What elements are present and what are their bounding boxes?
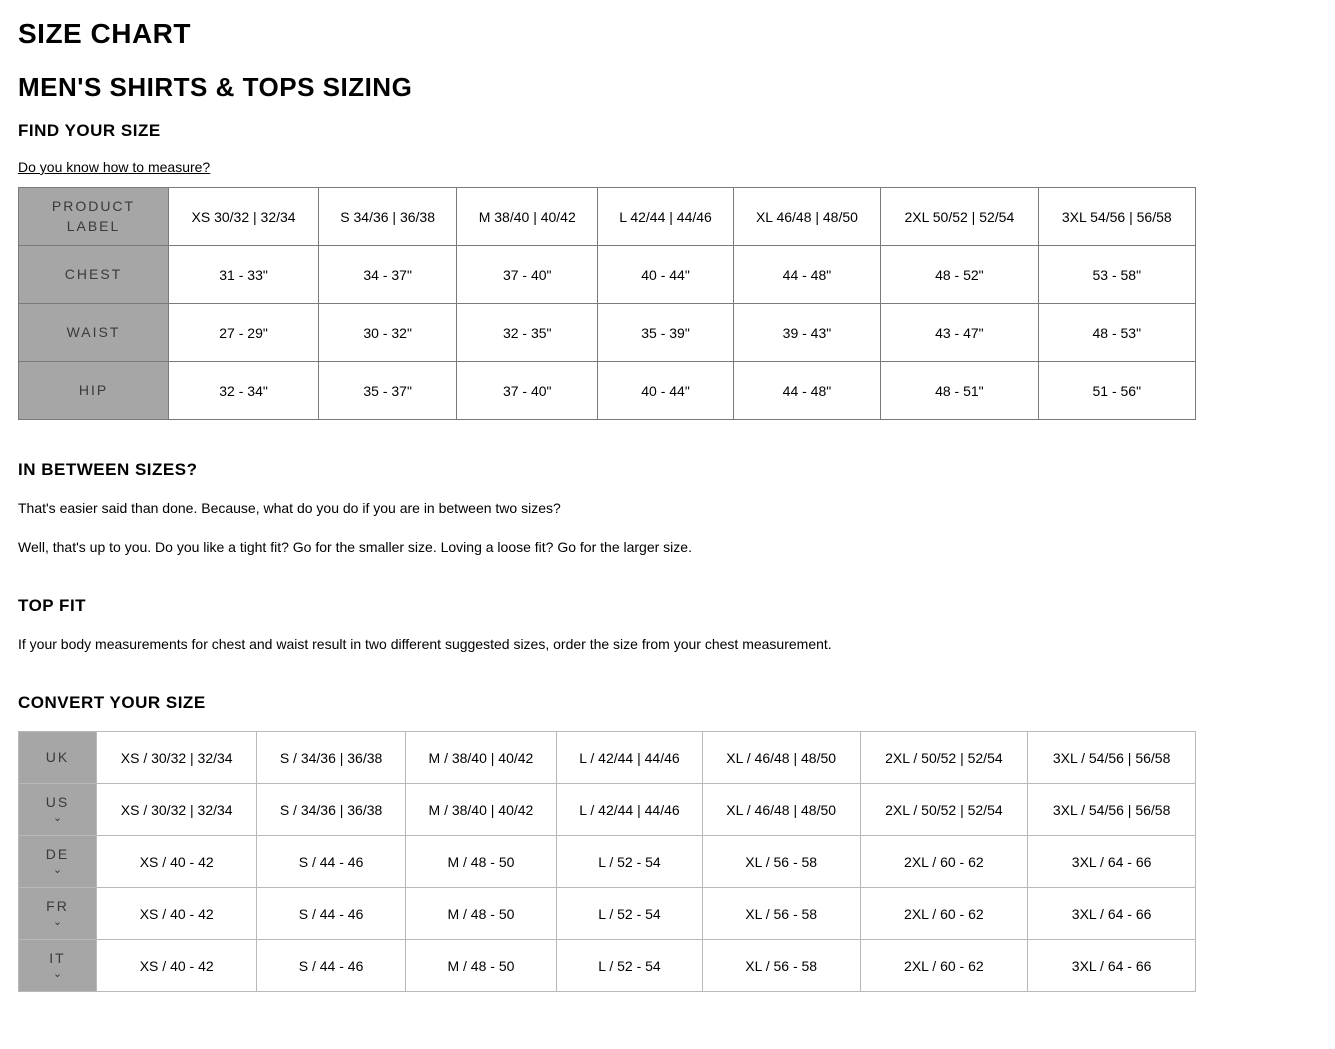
table-cell: XS / 30/32 | 32/34 [97, 732, 257, 784]
in-between-text-2: Well, that's up to you. Do you like a ti… [18, 537, 1317, 558]
sizing-table: PRODUCTLABELXS 30/32 | 32/34S 34/36 | 36… [18, 187, 1196, 420]
chevron-down-icon: ⌄ [25, 812, 90, 825]
table-cell: XS / 40 - 42 [97, 940, 257, 992]
in-between-text-1: That's easier said than done. Because, w… [18, 498, 1317, 519]
table-cell: L / 52 - 54 [557, 940, 703, 992]
table-cell: L / 42/44 | 44/46 [557, 732, 703, 784]
country-label[interactable]: IT⌄ [19, 940, 97, 992]
table-cell: 2XL / 60 - 62 [860, 836, 1028, 888]
table-cell: S / 34/36 | 36/38 [257, 784, 405, 836]
table-cell: XS / 40 - 42 [97, 888, 257, 940]
table-cell: 48 - 53" [1038, 304, 1195, 362]
section-top-fit: TOP FIT [18, 596, 1317, 616]
top-fit-text: If your body measurements for chest and … [18, 634, 1317, 655]
table-cell: 2XL / 50/52 | 52/54 [860, 732, 1028, 784]
table-cell: 30 - 32" [319, 304, 457, 362]
table-row: PRODUCTLABELXS 30/32 | 32/34S 34/36 | 36… [19, 188, 1196, 246]
table-cell: 32 - 34" [169, 362, 319, 420]
chevron-down-icon: ⌄ [25, 968, 90, 981]
table-row: WAIST27 - 29"30 - 32"32 - 35"35 - 39"39 … [19, 304, 1196, 362]
table-cell: S 34/36 | 36/38 [319, 188, 457, 246]
table-cell: L / 52 - 54 [557, 836, 703, 888]
country-label[interactable]: US⌄ [19, 784, 97, 836]
row-label: HIP [19, 362, 169, 420]
table-cell: L / 42/44 | 44/46 [557, 784, 703, 836]
table-cell: M / 38/40 | 40/42 [405, 732, 556, 784]
table-cell: 3XL / 64 - 66 [1028, 888, 1196, 940]
table-cell: 2XL / 50/52 | 52/54 [860, 784, 1028, 836]
table-cell: 3XL 54/56 | 56/58 [1038, 188, 1195, 246]
table-cell: 44 - 48" [733, 362, 880, 420]
row-label: PRODUCTLABEL [19, 188, 169, 246]
table-cell: L 42/44 | 44/46 [598, 188, 733, 246]
country-label[interactable]: FR⌄ [19, 888, 97, 940]
table-cell: 2XL 50/52 | 52/54 [881, 188, 1038, 246]
table-cell: M / 38/40 | 40/42 [405, 784, 556, 836]
category-title: MEN'S SHIRTS & TOPS SIZING [18, 72, 1317, 103]
table-cell: XL / 56 - 58 [702, 836, 860, 888]
section-in-between: IN BETWEEN SIZES? [18, 460, 1317, 480]
table-cell: 37 - 40" [457, 362, 598, 420]
table-cell: 44 - 48" [733, 246, 880, 304]
table-cell: 32 - 35" [457, 304, 598, 362]
table-cell: 3XL / 64 - 66 [1028, 836, 1196, 888]
table-cell: 27 - 29" [169, 304, 319, 362]
table-cell: 3XL / 54/56 | 56/58 [1028, 732, 1196, 784]
section-convert: CONVERT YOUR SIZE [18, 693, 1317, 713]
how-to-measure-link[interactable]: Do you know how to measure? [18, 159, 210, 175]
table-cell: 2XL / 60 - 62 [860, 940, 1028, 992]
table-cell: 3XL / 64 - 66 [1028, 940, 1196, 992]
table-row: US⌄XS / 30/32 | 32/34S / 34/36 | 36/38M … [19, 784, 1196, 836]
page-title: SIZE CHART [18, 18, 1317, 50]
table-cell: 40 - 44" [598, 362, 733, 420]
table-cell: M 38/40 | 40/42 [457, 188, 598, 246]
table-cell: 39 - 43" [733, 304, 880, 362]
section-find-your-size: FIND YOUR SIZE [18, 121, 1317, 141]
table-cell: XS / 30/32 | 32/34 [97, 784, 257, 836]
row-label: CHEST [19, 246, 169, 304]
country-label: UK [19, 732, 97, 784]
table-row: UKXS / 30/32 | 32/34S / 34/36 | 36/38M /… [19, 732, 1196, 784]
table-cell: S / 44 - 46 [257, 836, 405, 888]
table-row: DE⌄XS / 40 - 42S / 44 - 46M / 48 - 50L /… [19, 836, 1196, 888]
table-cell: 48 - 52" [881, 246, 1038, 304]
table-row: CHEST31 - 33"34 - 37"37 - 40"40 - 44"44 … [19, 246, 1196, 304]
table-cell: 48 - 51" [881, 362, 1038, 420]
chevron-down-icon: ⌄ [25, 864, 90, 877]
table-cell: XL / 46/48 | 48/50 [702, 732, 860, 784]
table-cell: 2XL / 60 - 62 [860, 888, 1028, 940]
table-cell: S / 44 - 46 [257, 888, 405, 940]
table-cell: 43 - 47" [881, 304, 1038, 362]
table-cell: 3XL / 54/56 | 56/58 [1028, 784, 1196, 836]
country-label[interactable]: DE⌄ [19, 836, 97, 888]
table-cell: M / 48 - 50 [405, 888, 556, 940]
table-cell: M / 48 - 50 [405, 940, 556, 992]
table-cell: XL / 56 - 58 [702, 888, 860, 940]
table-cell: L / 52 - 54 [557, 888, 703, 940]
table-cell: XS 30/32 | 32/34 [169, 188, 319, 246]
table-cell: 35 - 39" [598, 304, 733, 362]
table-cell: S / 34/36 | 36/38 [257, 732, 405, 784]
table-cell: XL / 56 - 58 [702, 940, 860, 992]
table-row: IT⌄XS / 40 - 42S / 44 - 46M / 48 - 50L /… [19, 940, 1196, 992]
convert-table: UKXS / 30/32 | 32/34S / 34/36 | 36/38M /… [18, 731, 1196, 992]
chevron-down-icon: ⌄ [25, 916, 90, 929]
table-cell: 37 - 40" [457, 246, 598, 304]
table-cell: 31 - 33" [169, 246, 319, 304]
table-cell: XL 46/48 | 48/50 [733, 188, 880, 246]
table-row: FR⌄XS / 40 - 42S / 44 - 46M / 48 - 50L /… [19, 888, 1196, 940]
table-cell: M / 48 - 50 [405, 836, 556, 888]
table-cell: XL / 46/48 | 48/50 [702, 784, 860, 836]
table-row: HIP32 - 34"35 - 37"37 - 40"40 - 44"44 - … [19, 362, 1196, 420]
table-cell: 35 - 37" [319, 362, 457, 420]
table-cell: 53 - 58" [1038, 246, 1195, 304]
table-cell: S / 44 - 46 [257, 940, 405, 992]
row-label: WAIST [19, 304, 169, 362]
table-cell: 51 - 56" [1038, 362, 1195, 420]
table-cell: 40 - 44" [598, 246, 733, 304]
table-cell: 34 - 37" [319, 246, 457, 304]
table-cell: XS / 40 - 42 [97, 836, 257, 888]
